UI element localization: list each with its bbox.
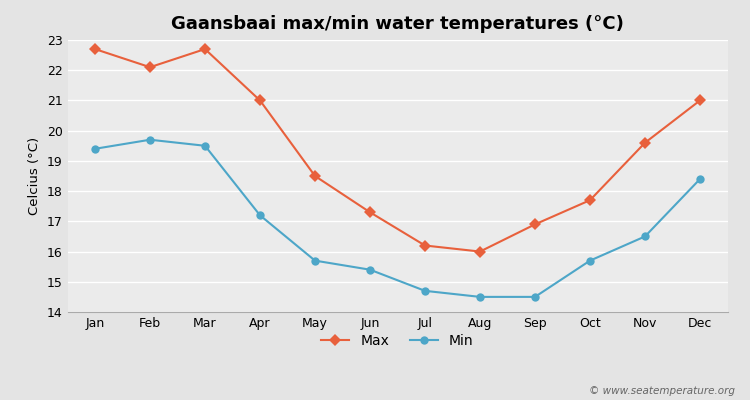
Min <box>200 143 209 148</box>
Min <box>365 267 374 272</box>
Min <box>146 137 154 142</box>
Max <box>640 140 650 145</box>
Max <box>256 98 265 103</box>
Text: © www.seatemperature.org: © www.seatemperature.org <box>589 386 735 396</box>
Min <box>476 294 484 299</box>
Min <box>310 258 320 263</box>
Min <box>640 234 650 239</box>
Max <box>586 198 595 202</box>
Min <box>91 146 100 151</box>
Max <box>695 98 704 103</box>
Max <box>476 249 484 254</box>
Max <box>91 47 100 52</box>
Max <box>530 222 539 227</box>
Min <box>530 294 539 299</box>
Min <box>586 258 595 263</box>
Max <box>310 174 320 178</box>
Min <box>695 177 704 182</box>
Min <box>421 288 430 293</box>
Max <box>365 210 374 215</box>
Line: Min: Min <box>91 136 704 301</box>
Line: Max: Max <box>91 45 704 256</box>
Max <box>146 65 154 70</box>
Title: Gaansbaai max/min water temperatures (°C): Gaansbaai max/min water temperatures (°C… <box>171 15 624 33</box>
Min <box>256 213 265 218</box>
Max <box>421 243 430 248</box>
Y-axis label: Celcius (°C): Celcius (°C) <box>28 137 41 215</box>
Max <box>200 47 209 52</box>
Legend: Max, Min: Max, Min <box>316 329 479 354</box>
